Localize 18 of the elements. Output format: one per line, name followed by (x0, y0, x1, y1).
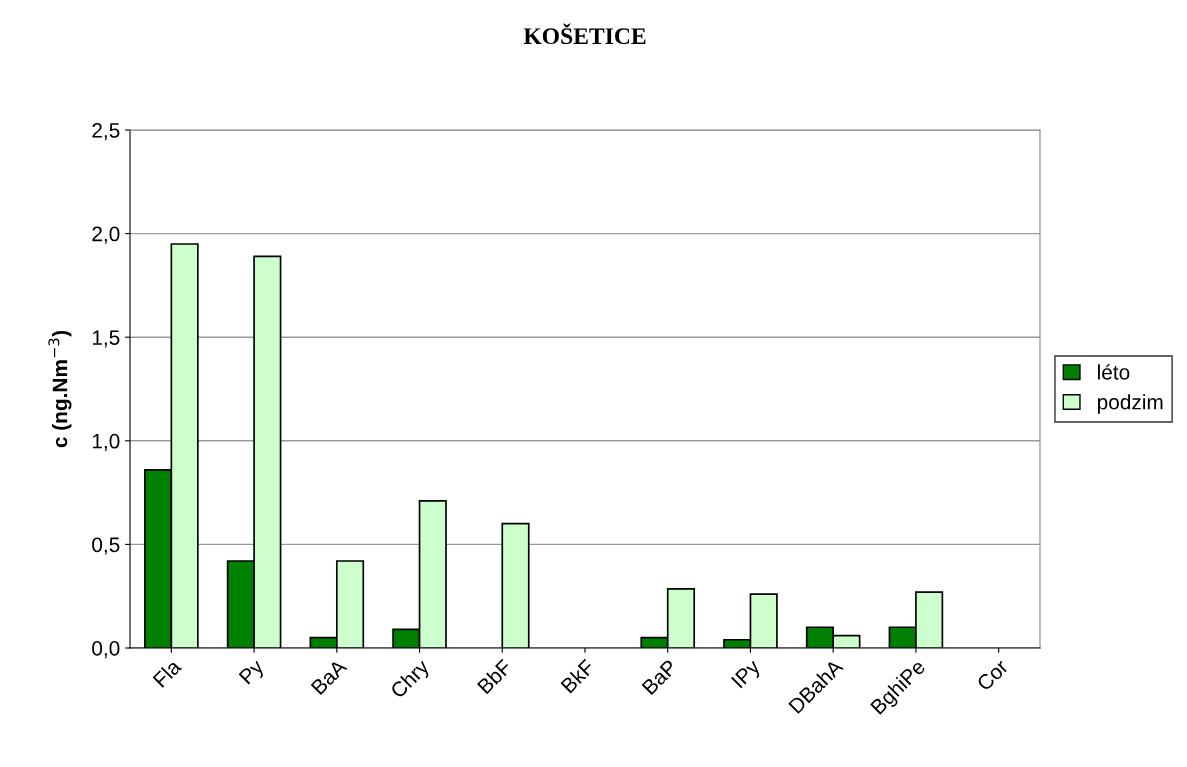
legend-label: léto (1098, 364, 1130, 380)
x-tick-label: IPy (731, 658, 765, 692)
x-tick-label: Cor (976, 658, 1010, 692)
legend-label: podzim (1097, 394, 1163, 414)
y-tick-label: 2,0 (92, 226, 120, 244)
x-tick-label: Fla (152, 657, 183, 688)
x-tick-label: BaA (310, 658, 348, 696)
y-tick-label: 0,0 (92, 641, 120, 659)
y-axis-title: c (ng.Nm$^{−3}$) (48, 330, 72, 448)
chart-title: KOŠETICE (523, 23, 646, 45)
y-tick-label: 1,0 (92, 433, 120, 452)
y-tick-label: 0,5 (92, 537, 120, 555)
x-tick-label: BkF (560, 658, 596, 694)
x-tick-label: Py (238, 658, 268, 688)
y-tick-label: 1,5 (92, 330, 120, 348)
x-tick-label: BbF (476, 658, 513, 695)
x-tick-label: BaP (641, 659, 678, 696)
y-tick-label: 2,5 (92, 123, 120, 141)
